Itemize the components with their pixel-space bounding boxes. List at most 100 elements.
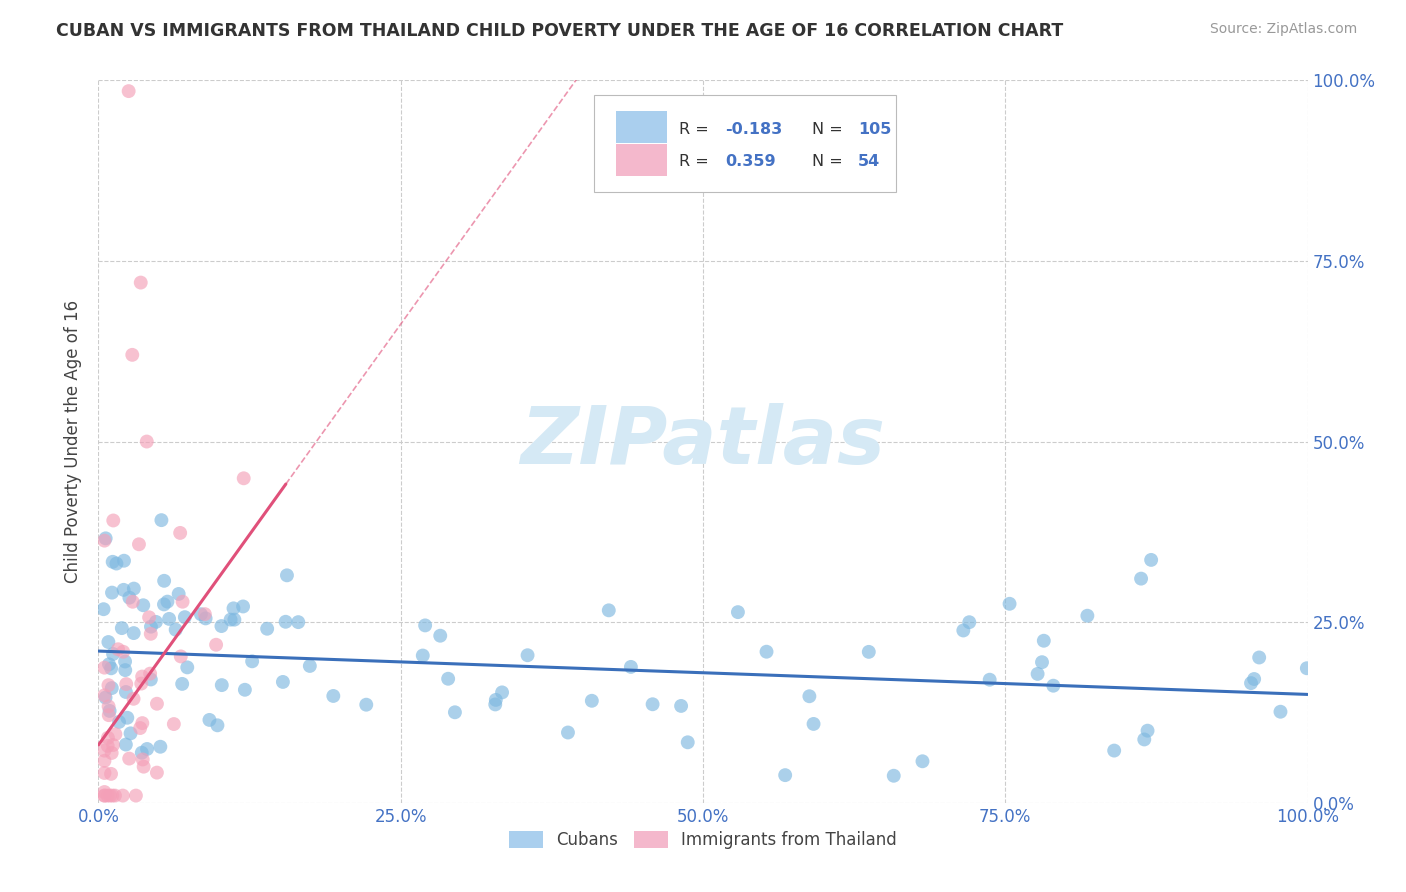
Text: 105: 105 bbox=[858, 122, 891, 136]
Point bbox=[205, 638, 228, 652]
Point bbox=[94, 532, 117, 546]
Point bbox=[139, 666, 162, 681]
Point bbox=[194, 611, 217, 625]
Point bbox=[169, 525, 191, 540]
Text: ZIPatlas: ZIPatlas bbox=[520, 402, 886, 481]
Point bbox=[957, 615, 980, 630]
Point bbox=[112, 645, 135, 659]
Point bbox=[121, 595, 143, 609]
Point bbox=[107, 642, 129, 657]
Text: N =: N = bbox=[811, 122, 848, 136]
Point bbox=[233, 682, 256, 697]
Point bbox=[101, 738, 124, 752]
Point bbox=[108, 714, 131, 729]
Point bbox=[101, 789, 124, 803]
Point bbox=[773, 768, 796, 782]
Point bbox=[232, 471, 254, 485]
FancyBboxPatch shape bbox=[595, 95, 897, 193]
Point bbox=[112, 554, 135, 568]
Point bbox=[128, 537, 150, 551]
Point bbox=[136, 742, 159, 756]
Point bbox=[98, 657, 121, 672]
Point bbox=[97, 739, 120, 753]
Point bbox=[173, 610, 195, 624]
Point bbox=[1240, 676, 1263, 690]
Point bbox=[429, 629, 451, 643]
Point bbox=[118, 591, 141, 605]
Point bbox=[139, 627, 162, 641]
Point bbox=[1031, 655, 1053, 669]
Text: Source: ZipAtlas.com: Source: ZipAtlas.com bbox=[1209, 22, 1357, 37]
Point bbox=[118, 751, 141, 765]
Point bbox=[150, 513, 173, 527]
Point bbox=[1130, 572, 1153, 586]
Point bbox=[104, 789, 127, 803]
Point bbox=[172, 595, 194, 609]
Point bbox=[198, 713, 221, 727]
Point bbox=[727, 605, 749, 619]
Point bbox=[224, 613, 246, 627]
Text: CUBAN VS IMMIGRANTS FROM THAILAND CHILD POVERTY UNDER THE AGE OF 16 CORRELATION : CUBAN VS IMMIGRANTS FROM THAILAND CHILD … bbox=[56, 22, 1063, 40]
Point bbox=[271, 675, 294, 690]
Point bbox=[207, 718, 229, 732]
Point bbox=[322, 689, 344, 703]
Point bbox=[222, 601, 245, 615]
Point bbox=[93, 602, 115, 616]
Point bbox=[620, 660, 643, 674]
Point bbox=[1133, 732, 1156, 747]
Point bbox=[190, 607, 212, 622]
Point bbox=[101, 647, 124, 661]
Point bbox=[100, 767, 122, 781]
Point bbox=[176, 660, 198, 674]
Point bbox=[240, 654, 263, 668]
Point bbox=[803, 717, 825, 731]
Point bbox=[298, 659, 321, 673]
Point bbox=[598, 603, 620, 617]
Point bbox=[153, 598, 176, 612]
Point bbox=[146, 697, 169, 711]
Point bbox=[129, 276, 152, 290]
Point bbox=[412, 648, 434, 663]
Point bbox=[97, 635, 120, 649]
Point bbox=[146, 765, 169, 780]
Point bbox=[93, 744, 115, 758]
Point bbox=[485, 693, 508, 707]
Point bbox=[132, 760, 155, 774]
Text: 0.359: 0.359 bbox=[724, 153, 775, 169]
Point bbox=[132, 752, 155, 766]
Point bbox=[122, 582, 145, 596]
Point bbox=[799, 690, 821, 704]
Point bbox=[1136, 723, 1159, 738]
Point bbox=[101, 585, 124, 599]
Legend: Cubans, Immigrants from Thailand: Cubans, Immigrants from Thailand bbox=[502, 824, 904, 856]
Point bbox=[121, 348, 143, 362]
Point bbox=[232, 599, 254, 614]
Point bbox=[1076, 608, 1098, 623]
Point bbox=[104, 727, 127, 741]
Point bbox=[170, 649, 193, 664]
Point bbox=[354, 698, 377, 712]
Point bbox=[1026, 666, 1049, 681]
Point bbox=[138, 610, 160, 624]
Point bbox=[105, 557, 128, 571]
Point bbox=[1102, 743, 1125, 757]
Point bbox=[167, 587, 190, 601]
Point bbox=[516, 648, 538, 663]
Point bbox=[97, 678, 120, 692]
Point bbox=[93, 785, 115, 799]
Point bbox=[97, 731, 120, 745]
Point bbox=[135, 434, 157, 449]
Point bbox=[131, 746, 153, 760]
Point bbox=[194, 607, 217, 621]
Point bbox=[437, 672, 460, 686]
Point bbox=[149, 739, 172, 754]
Point bbox=[129, 676, 152, 690]
Point bbox=[139, 673, 162, 687]
Point bbox=[115, 738, 138, 752]
Point bbox=[125, 789, 148, 803]
Point bbox=[100, 661, 122, 675]
Point bbox=[979, 673, 1001, 687]
Point bbox=[1295, 661, 1317, 675]
Point bbox=[94, 690, 117, 705]
Point bbox=[118, 84, 141, 98]
